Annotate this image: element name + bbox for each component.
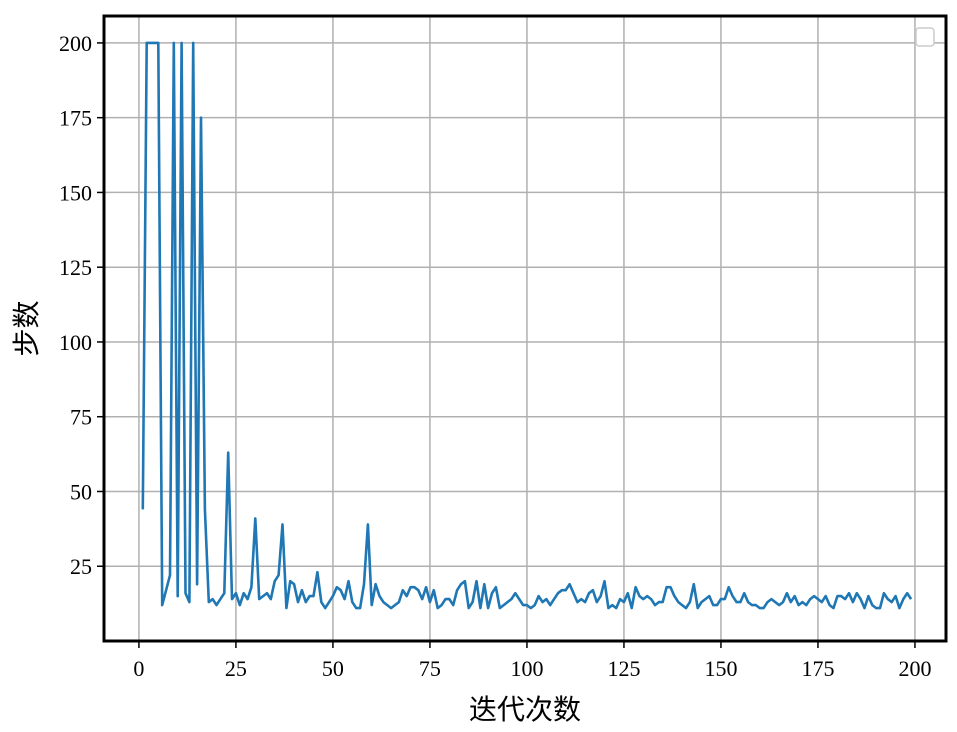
series-line: [141, 41, 913, 610]
y-tick-label: 25: [70, 554, 92, 579]
grid-lines: [104, 16, 946, 641]
x-axis-label: 迭代次数: [469, 693, 581, 726]
x-tick-label: 50: [322, 656, 344, 681]
x-tick-label: 25: [225, 656, 247, 681]
y-tick-label: 200: [59, 31, 92, 56]
legend-box: [915, 27, 935, 47]
x-ticks: 0 25 50 75 100 125 150 175 200: [133, 641, 931, 681]
y-ticks: 25 50 75 100 125 150 175 200: [59, 31, 104, 579]
plot-frame: [102, 14, 948, 643]
y-tick-label: 75: [70, 405, 92, 430]
y-tick-label: 50: [70, 479, 92, 504]
x-tick-label: 175: [801, 656, 834, 681]
y-tick-label: 175: [59, 106, 92, 131]
x-tick-label: 75: [419, 656, 441, 681]
y-axis-label: 步数: [10, 300, 43, 356]
y-tick-label: 150: [59, 180, 92, 205]
x-tick-label: 125: [607, 656, 640, 681]
x-tick-label: 0: [133, 656, 144, 681]
y-tick-label: 100: [59, 330, 92, 355]
x-tick-label: 150: [704, 656, 737, 681]
series-layer: [141, 41, 913, 610]
x-tick-label: 200: [898, 656, 931, 681]
y-tick-label: 125: [59, 255, 92, 280]
x-tick-label: 100: [510, 656, 543, 681]
